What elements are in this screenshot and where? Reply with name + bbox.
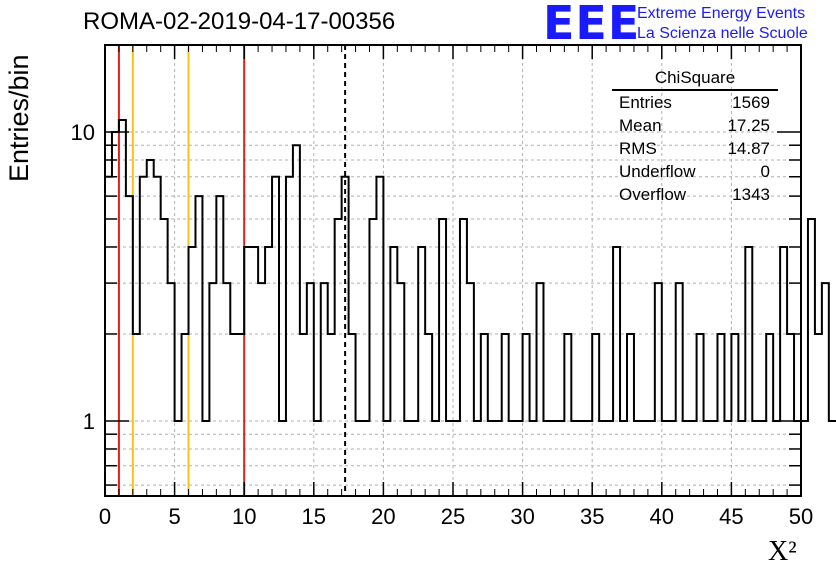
- stats-value: 0: [760, 162, 770, 181]
- x-tick-label: 50: [789, 504, 813, 529]
- x-tick-label: 10: [232, 504, 256, 529]
- stats-title: ChiSquare: [612, 68, 778, 91]
- x-tick-label: 15: [302, 504, 326, 529]
- x-tick-label: 30: [510, 504, 534, 529]
- x-tick-label: 5: [168, 504, 180, 529]
- y-tick-label: 10: [71, 120, 95, 145]
- stats-label: Overflow: [619, 185, 687, 204]
- x-tick-label: 20: [371, 504, 395, 529]
- logo-line-1: Extreme Energy Events: [637, 5, 806, 22]
- stats-label: RMS: [619, 139, 657, 158]
- stats-label: Entries: [619, 93, 672, 112]
- chart-title: ROMA-02-2019-04-17-00356: [83, 8, 396, 35]
- y-axis-label: Entries/bin: [4, 54, 34, 182]
- reference-lines: [117, 45, 347, 496]
- stats-row-rms: RMS 14.87: [612, 137, 778, 160]
- stats-label: Underflow: [619, 162, 696, 181]
- stats-row-overflow: Overflow 1343: [612, 183, 778, 206]
- histogram-series: [104, 119, 836, 496]
- eee-logo: EEE Extreme Energy Events La Scienza nel…: [543, 0, 835, 50]
- x-tick-label: 35: [580, 504, 604, 529]
- x-tick-label: 0: [99, 504, 111, 529]
- stats-value: 14.87: [727, 139, 770, 158]
- axis-ticks: [104, 44, 802, 496]
- logo-mark: EEE: [543, 0, 641, 50]
- x-axis-label: X²: [768, 536, 797, 567]
- x-tick-label: 45: [719, 504, 743, 529]
- stats-row-entries: Entries 1569: [612, 91, 778, 114]
- x-tick-label: 40: [650, 504, 674, 529]
- tick-labels: 0 5 10 15 20 25 30 35 40 45 50 1 10: [71, 120, 814, 529]
- stats-row-mean: Mean 17.25: [612, 114, 778, 137]
- stats-value: 1569: [732, 93, 770, 112]
- stats-row-underflow: Underflow 0: [612, 160, 778, 183]
- stats-value: 1343: [732, 185, 770, 204]
- stats-box: ChiSquare Entries 1569 Mean 17.25 RMS 14…: [612, 68, 778, 206]
- x-tick-label: 25: [441, 504, 465, 529]
- logo-line-2: La Scienza nelle Scuole: [637, 25, 808, 42]
- y-tick-label: 1: [83, 409, 95, 434]
- stats-value: 17.25: [727, 116, 770, 135]
- stats-label: Mean: [619, 116, 662, 135]
